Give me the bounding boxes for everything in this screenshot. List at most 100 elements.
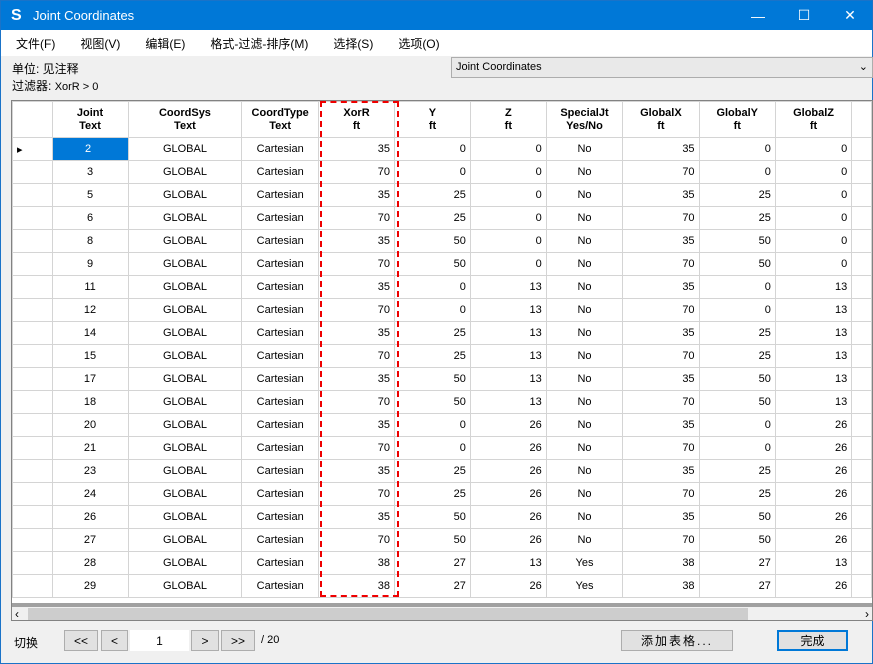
table-cell[interactable]: GLOBAL [127, 137, 243, 161]
row-header[interactable] [12, 344, 53, 368]
table-cell[interactable]: No [545, 229, 624, 253]
table-row[interactable]: 23 GLOBAL Cartesian 35 25 26 No 35 25 26 [12, 459, 872, 483]
table-cell[interactable]: 25 [394, 206, 471, 230]
table-cell[interactable]: 50 [394, 367, 471, 391]
column-header[interactable]: GlobalY ft [698, 101, 776, 138]
table-cell[interactable]: Cartesian [241, 436, 319, 460]
table-row[interactable]: 5 GLOBAL Cartesian 35 25 0 No 35 25 0 [12, 183, 872, 207]
table-cell[interactable]: 70 [317, 252, 396, 276]
minimize-button[interactable]: — [751, 7, 765, 24]
table-cell[interactable]: 50 [394, 505, 471, 529]
table-cell[interactable]: 0 [774, 160, 853, 184]
table-cell[interactable]: 26 [469, 436, 547, 460]
table-cell[interactable]: Cartesian [241, 367, 319, 391]
table-cell[interactable]: 50 [394, 390, 471, 414]
table-cell[interactable]: No [545, 321, 624, 345]
table-cell[interactable]: 25 [698, 344, 776, 368]
table-cell[interactable]: No [545, 344, 624, 368]
done-button[interactable]: 完成 [777, 630, 848, 651]
table-cell[interactable]: Cartesian [241, 505, 319, 529]
prev-page-button[interactable]: < [101, 630, 128, 651]
table-cell[interactable]: 35 [317, 137, 396, 161]
table-cell[interactable]: 0 [698, 137, 776, 161]
row-header[interactable] [12, 390, 53, 414]
table-cell[interactable]: 0 [774, 252, 853, 276]
table-cell[interactable]: 26 [469, 505, 547, 529]
table-cell[interactable]: 11 [51, 275, 129, 299]
table-cell[interactable]: Cartesian [241, 160, 319, 184]
first-page-button[interactable]: << [64, 630, 98, 651]
table-cell[interactable]: No [545, 436, 624, 460]
table-cell[interactable]: 35 [317, 229, 396, 253]
table-row[interactable]: 17 GLOBAL Cartesian 35 50 13 No 35 50 13 [12, 367, 872, 391]
table-cell[interactable]: Cartesian [241, 206, 319, 230]
table-cell[interactable]: 50 [698, 252, 776, 276]
table-cell[interactable]: GLOBAL [127, 206, 243, 230]
table-cell[interactable]: GLOBAL [127, 160, 243, 184]
table-cell[interactable]: 26 [469, 528, 547, 552]
table-row[interactable]: 26 GLOBAL Cartesian 35 50 26 No 35 50 26 [12, 505, 872, 529]
table-row[interactable]: 15 GLOBAL Cartesian 70 25 13 No 70 25 13 [12, 344, 872, 368]
row-header[interactable] [12, 206, 53, 230]
scrollbar-thumb[interactable] [28, 608, 748, 620]
table-cell[interactable]: Cartesian [241, 252, 319, 276]
table-select-dropdown[interactable]: Joint Coordinates ⌄ [451, 57, 873, 78]
table-cell[interactable]: Yes [545, 574, 624, 598]
table-cell[interactable]: 70 [622, 252, 700, 276]
table-cell[interactable]: 0 [394, 160, 471, 184]
table-cell[interactable]: 13 [469, 551, 547, 575]
table-cell[interactable]: Yes [545, 551, 624, 575]
table-cell[interactable]: 25 [698, 459, 776, 483]
table-cell[interactable]: Cartesian [241, 413, 319, 437]
last-page-button[interactable]: >> [221, 630, 255, 651]
table-cell[interactable]: 50 [698, 505, 776, 529]
table-cell[interactable]: GLOBAL [127, 528, 243, 552]
table-cell[interactable]: GLOBAL [127, 252, 243, 276]
table-cell[interactable]: 70 [317, 390, 396, 414]
table-cell[interactable]: 9 [51, 252, 129, 276]
table-cell[interactable]: 0 [774, 206, 853, 230]
table-cell[interactable]: 50 [698, 367, 776, 391]
table-cell[interactable]: GLOBAL [127, 344, 243, 368]
scroll-right-icon[interactable]: › [865, 607, 869, 621]
table-cell[interactable]: 3 [51, 160, 129, 184]
table-cell[interactable]: 26 [774, 413, 853, 437]
table-cell[interactable]: 25 [698, 321, 776, 345]
table-cell[interactable]: 0 [469, 252, 547, 276]
table-cell[interactable]: 0 [394, 436, 471, 460]
table-cell[interactable]: GLOBAL [127, 459, 243, 483]
table-cell[interactable]: 35 [622, 183, 700, 207]
menu-item[interactable]: 选项(O) [398, 36, 440, 51]
table-cell[interactable]: 13 [774, 275, 853, 299]
table-cell[interactable]: 27 [698, 574, 776, 598]
table-cell[interactable]: 35 [317, 413, 396, 437]
column-header[interactable]: GlobalZ ft [774, 101, 853, 138]
table-cell[interactable]: 35 [317, 183, 396, 207]
table-cell[interactable]: No [545, 459, 624, 483]
table-cell[interactable]: 35 [317, 505, 396, 529]
menu-item[interactable]: 格式-过滤-排序(M) [210, 36, 309, 51]
table-row[interactable]: 8 GLOBAL Cartesian 35 50 0 No 35 50 0 [12, 229, 872, 253]
table-cell[interactable]: 25 [394, 183, 471, 207]
table-cell[interactable]: 0 [698, 413, 776, 437]
table-cell[interactable]: 20 [51, 413, 129, 437]
table-cell[interactable]: No [545, 206, 624, 230]
table-cell[interactable]: 0 [394, 413, 471, 437]
table-cell[interactable]: 35 [622, 413, 700, 437]
table-cell[interactable]: 25 [394, 344, 471, 368]
table-cell[interactable]: GLOBAL [127, 229, 243, 253]
table-cell[interactable]: No [545, 413, 624, 437]
table-cell[interactable]: No [545, 275, 624, 299]
table-cell[interactable]: No [545, 298, 624, 322]
table-cell[interactable]: GLOBAL [127, 436, 243, 460]
table-cell[interactable]: 26 [469, 459, 547, 483]
table-cell[interactable]: GLOBAL [127, 321, 243, 345]
table-cell[interactable]: 13 [774, 390, 853, 414]
table-row[interactable]: 9 GLOBAL Cartesian 70 50 0 No 70 50 0 [12, 252, 872, 276]
table-cell[interactable]: 15 [51, 344, 129, 368]
table-cell[interactable]: GLOBAL [127, 574, 243, 598]
menu-item[interactable]: 文件(F) [16, 36, 56, 51]
row-header[interactable]: ▸ [12, 137, 53, 161]
table-cell[interactable]: 70 [317, 206, 396, 230]
